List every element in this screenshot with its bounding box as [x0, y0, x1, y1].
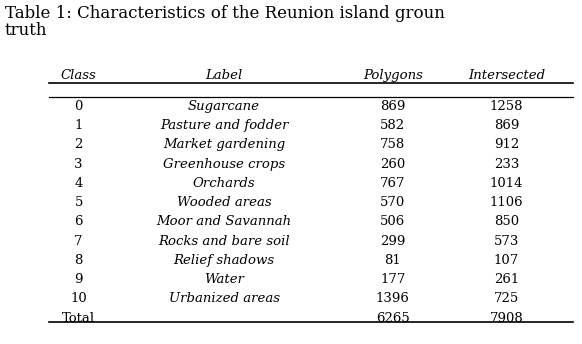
Text: Moor and Savannah: Moor and Savannah — [157, 215, 292, 228]
Text: Wooded areas: Wooded areas — [177, 196, 271, 209]
Text: 81: 81 — [385, 254, 401, 267]
Text: 260: 260 — [380, 158, 406, 171]
Text: 6: 6 — [74, 215, 83, 228]
Text: Table 1: Characteristics of the Reunion island groun: Table 1: Characteristics of the Reunion … — [5, 5, 445, 22]
Text: Greenhouse crops: Greenhouse crops — [163, 158, 285, 171]
Text: 869: 869 — [494, 119, 519, 132]
Text: Orchards: Orchards — [193, 177, 255, 190]
Text: 758: 758 — [380, 138, 406, 151]
Text: 582: 582 — [380, 119, 406, 132]
Text: 261: 261 — [494, 273, 519, 286]
Text: Relief shadows: Relief shadows — [173, 254, 275, 267]
Text: 6265: 6265 — [376, 312, 410, 325]
Text: Label: Label — [205, 69, 243, 82]
Text: 2: 2 — [74, 138, 83, 151]
Text: 7908: 7908 — [489, 312, 523, 325]
Text: 1014: 1014 — [489, 177, 523, 190]
Text: 9: 9 — [74, 273, 83, 286]
Text: Pasture and fodder: Pasture and fodder — [160, 119, 288, 132]
Text: 1258: 1258 — [489, 100, 523, 113]
Text: Class: Class — [61, 69, 97, 82]
Text: 233: 233 — [494, 158, 519, 171]
Text: 10: 10 — [70, 292, 87, 305]
Text: 767: 767 — [380, 177, 406, 190]
Text: 177: 177 — [380, 273, 406, 286]
Text: 3: 3 — [74, 158, 83, 171]
Text: 869: 869 — [380, 100, 406, 113]
Text: Total: Total — [62, 312, 95, 325]
Text: truth: truth — [5, 22, 47, 39]
Text: Intersected: Intersected — [468, 69, 545, 82]
Text: 506: 506 — [380, 215, 406, 228]
Text: 299: 299 — [380, 235, 406, 248]
Text: 107: 107 — [494, 254, 519, 267]
Text: 912: 912 — [494, 138, 519, 151]
Text: 4: 4 — [74, 177, 83, 190]
Text: Sugarcane: Sugarcane — [188, 100, 260, 113]
Text: Market gardening: Market gardening — [163, 138, 285, 151]
Text: Polygons: Polygons — [363, 69, 423, 82]
Text: 570: 570 — [380, 196, 406, 209]
Text: 1106: 1106 — [489, 196, 523, 209]
Text: 1: 1 — [74, 119, 83, 132]
Text: 7: 7 — [74, 235, 83, 248]
Text: 725: 725 — [494, 292, 519, 305]
Text: 0: 0 — [74, 100, 83, 113]
Text: 8: 8 — [74, 254, 83, 267]
Text: 850: 850 — [494, 215, 519, 228]
Text: Urbanized areas: Urbanized areas — [169, 292, 279, 305]
Text: Rocks and bare soil: Rocks and bare soil — [158, 235, 290, 248]
Text: Water: Water — [204, 273, 244, 286]
Text: 5: 5 — [74, 196, 83, 209]
Text: 573: 573 — [494, 235, 519, 248]
Text: 1396: 1396 — [376, 292, 410, 305]
